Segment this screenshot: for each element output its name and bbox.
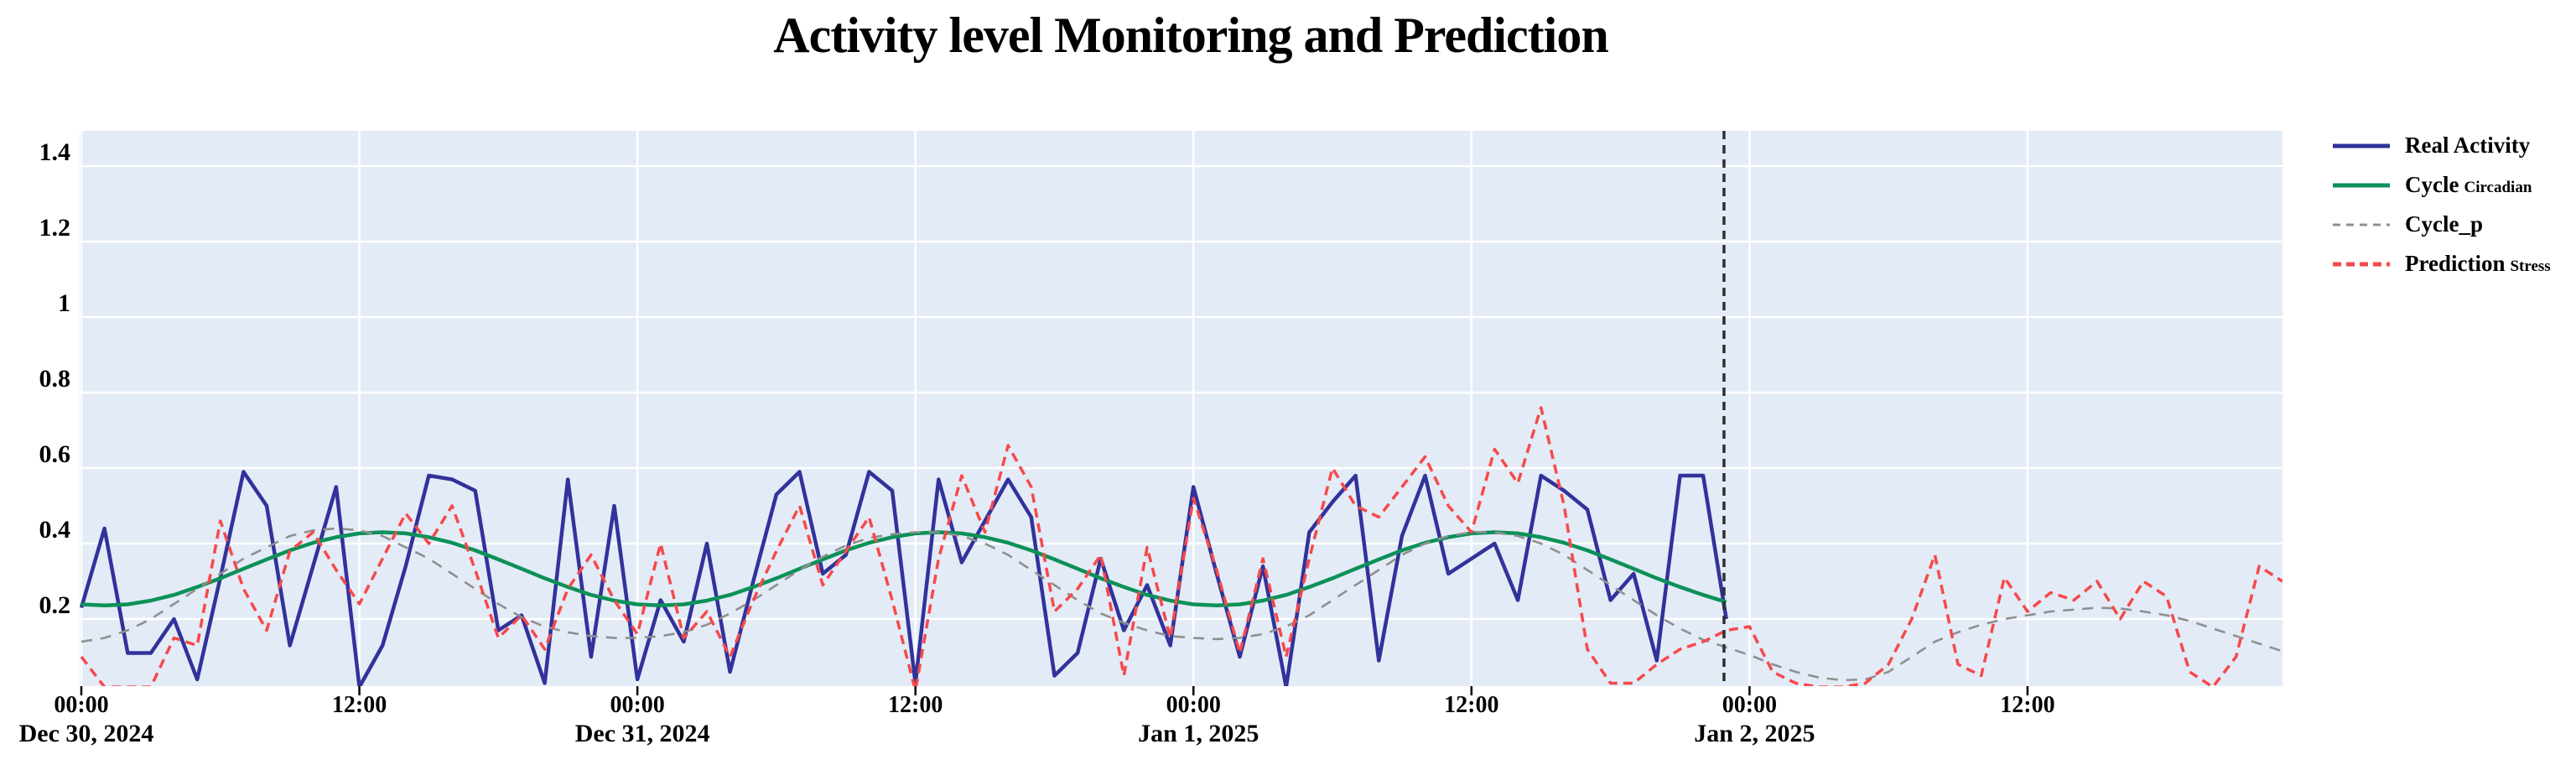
series-prediction-stress xyxy=(80,406,2283,686)
series-real-activity xyxy=(80,470,1728,686)
legend-item-cycle-p: Cycle_p xyxy=(2331,205,2551,244)
cycle-circadian-line-swatch xyxy=(2333,183,2390,187)
legend-sublabel-cycle-circadian: Circadian xyxy=(2464,179,2532,196)
legend-item-prediction-stress: Prediction Stress xyxy=(2331,244,2551,284)
chart-title: Activity level Monitoring and Prediction xyxy=(773,8,1608,63)
legend-sublabel-prediction-stress: Stress xyxy=(2510,258,2551,275)
legend-item-cycle-circadian: Cycle Circadian xyxy=(2331,165,2551,205)
legend-label-cycle-p: Cycle_p xyxy=(2405,211,2483,237)
legend: Real Activity Cycle Circadian Cycle_p Pre… xyxy=(2331,126,2551,284)
legend-label-prediction: Prediction xyxy=(2405,251,2506,276)
prediction-stress-line-swatch xyxy=(2333,262,2390,266)
cycle-p-line-swatch xyxy=(2333,223,2390,226)
real-activity-line-swatch xyxy=(2333,143,2390,148)
legend-item-real-activity: Real Activity xyxy=(2331,126,2551,165)
series-cycle-circadian xyxy=(80,530,1727,608)
plot-area xyxy=(80,131,2283,686)
legend-label-cycle-circadian: Cycle xyxy=(2405,172,2459,197)
legend-label-real-activity: Real Activity xyxy=(2405,133,2531,158)
series-cycle-p xyxy=(80,527,2283,682)
